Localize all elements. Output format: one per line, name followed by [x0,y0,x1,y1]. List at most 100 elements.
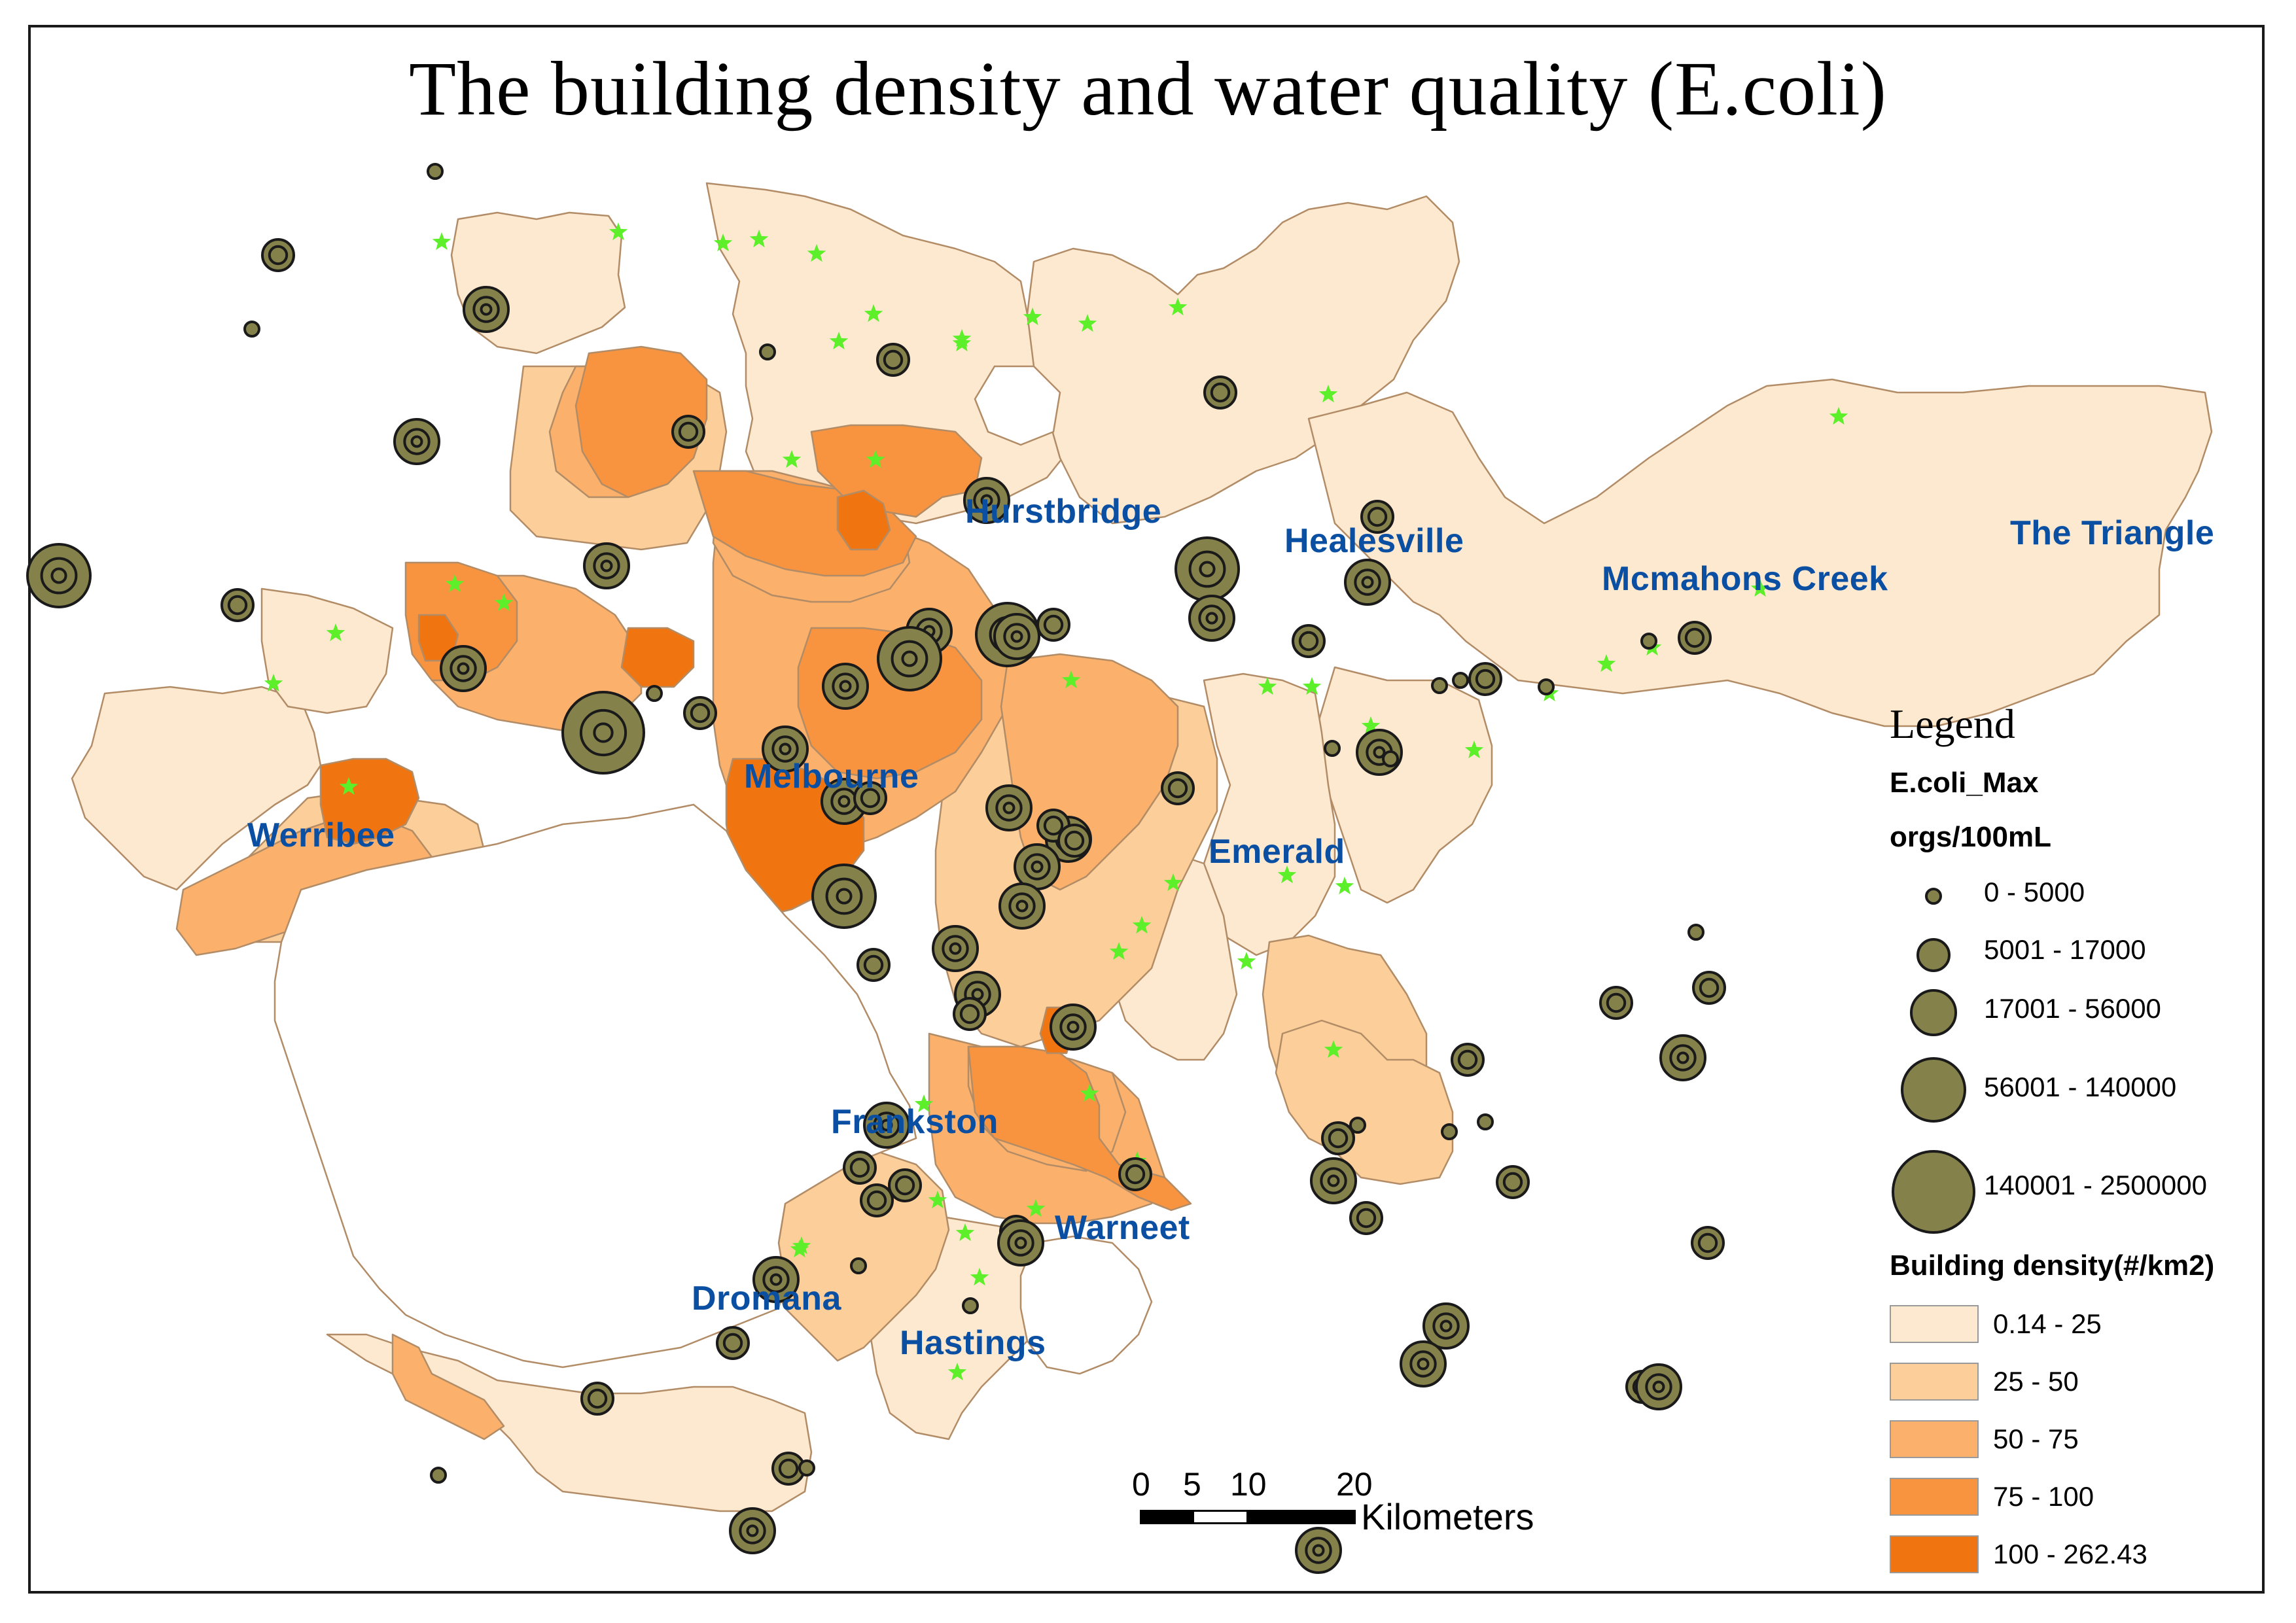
ecoli-site-57 [1691,1226,1725,1260]
ecoli-site-59 [1400,1340,1447,1387]
scale-bar-track [1140,1510,1356,1524]
region-peninsula-strip [391,1333,505,1440]
ecoli-site-63 [729,1507,776,1554]
place-label-hastings: Hastings [900,1324,1046,1362]
ecoli-site-5 [26,543,92,608]
scale-tick-10: 10 [1230,1466,1267,1503]
ecoli-legend-symbols [1892,888,1975,1234]
ecoli-class-1-label: 0 - 5000 [1984,877,2085,907]
ecoli-site-77 [1538,678,1555,695]
region-west-far [71,686,322,891]
ecoli-site-55 [1349,1201,1383,1235]
ecoli-site-19 [646,685,663,702]
place-label-melbourne: Melbourne [744,758,919,795]
ecoli-site-83 [1441,1123,1458,1140]
scale-bar-segment-3 [1246,1512,1354,1522]
ecoli-site-39 [1014,843,1061,890]
ecoli-site-75 [1431,677,1448,694]
ecoli-site-51 [1687,924,1704,941]
ecoli-legend-symbol-5 [1892,1150,1975,1234]
ecoli-site-13 [1203,375,1237,410]
region-north-cluster [574,345,708,498]
ecoli-site-42 [857,948,891,982]
site-star-20 [264,674,283,692]
ecoli-site-71 [430,1467,447,1484]
ecoli-site-23 [877,626,942,691]
ecoli-units: orgs/100mL [1890,821,2051,853]
site-star-14 [952,329,972,347]
site-star-21 [339,777,359,795]
place-label-frankston: Frankston [831,1103,998,1141]
site-star-44 [914,1094,934,1113]
density-class-5-label: 100 - 262.43 [1993,1539,2147,1569]
ecoli-site-79 [1678,621,1712,655]
ecoli-class-5-label: 140001 - 2500000 [1984,1170,2207,1200]
site-star-4 [749,230,769,248]
density-swatch-3 [1890,1420,1979,1458]
density-swatch-5 [1890,1535,1979,1573]
site-star-41 [928,1191,947,1209]
place-label-mcmahons-creek: Mcmahons Creek [1602,560,1888,598]
ecoli-site-56 [1496,1165,1530,1199]
ecoli-site-29 [1344,559,1391,606]
ecoli-site-74 [1349,1117,1366,1134]
scale-tick-0: 0 [1132,1466,1150,1503]
region-werribee-north [260,587,394,714]
region-east [1203,672,1336,956]
site-star-35 [1109,942,1129,960]
ecoli-site-26 [1188,595,1235,642]
density-swatch-1 [1890,1305,1979,1343]
ecoli-site-1 [427,163,444,180]
ecoli-site-84 [1477,1113,1494,1130]
ecoli-class-3-label: 17001 - 56000 [1984,993,2161,1024]
density-class-2-label: 25 - 50 [1993,1366,2079,1397]
ecoli-site-6 [759,343,776,360]
density-heading: Building density(#/km2) [1890,1249,2215,1282]
ecoli-site-35 [1161,771,1195,805]
ecoli-site-4 [463,286,510,333]
ecoli-site-54 [1310,1157,1357,1204]
ecoli-site-21 [440,645,487,692]
region-werribee-core [319,758,420,845]
site-star-23 [1258,677,1277,695]
ecoli-site-12 [963,477,1010,524]
ecoli-site-65 [580,1382,614,1416]
ecoli-site-34 [985,784,1033,831]
ecoli-legend-symbol-4 [1901,1057,1966,1123]
place-label-warneet: Warneet [1055,1209,1190,1247]
density-swatch-4 [1890,1478,1979,1516]
ecoli-site-33 [853,781,887,815]
ecoli-site-46 [843,1151,877,1185]
site-star-32 [1335,877,1354,895]
site-star-42 [1026,1199,1046,1217]
site-star-11 [1168,298,1188,316]
region-north-pocket [836,489,891,551]
place-label-dromana: Dromana [692,1280,841,1318]
place-label-emerald: Emerald [1209,833,1345,871]
region-inner-cluster [620,627,695,688]
ecoli-site-87 [1321,1121,1355,1155]
scale-units: Kilometers [1361,1496,1534,1537]
site-star-48 [790,1240,809,1258]
site-star-28 [1597,654,1616,672]
site-star-17 [445,574,465,593]
ecoli-site-53 [1659,1034,1706,1081]
ecoli-site-3 [261,238,295,272]
region-pakenham [1275,1019,1454,1185]
place-label-hurstbridge: Hurstbridge [965,493,1162,531]
site-star-34 [1132,916,1152,934]
ecoli-site-68 [860,1183,894,1217]
ecoli-site-69 [888,1168,922,1202]
site-star-46 [970,1268,989,1286]
ecoli-site-25 [1036,608,1070,642]
site-star-37 [1237,952,1256,970]
legend-title: Legend [1890,701,2015,747]
ecoli-site-86 [997,1219,1044,1266]
site-star-10 [1078,314,1097,332]
ecoli-site-11 [561,691,645,775]
ecoli-site-85 [1382,750,1399,767]
ecoli-site-76 [1452,672,1469,689]
place-label-werribee: Werribee [247,816,395,854]
density-class-1-label: 0.14 - 25 [1993,1308,2102,1339]
